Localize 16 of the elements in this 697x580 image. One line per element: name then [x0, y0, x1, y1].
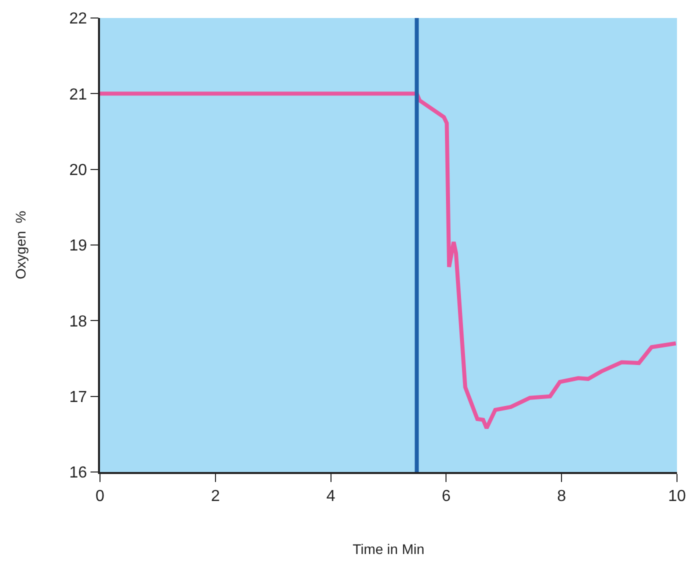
y-tick-label: 19: [69, 238, 88, 255]
x-tick-label: 8: [557, 488, 566, 505]
x-tick-label: 0: [96, 488, 105, 505]
y-axis-title: Oxygen %: [12, 210, 28, 280]
x-tick-label: 10: [668, 488, 686, 505]
line-series: [100, 92, 677, 430]
y-tick-label: 20: [69, 162, 88, 179]
y-tick-label: 18: [69, 313, 88, 330]
y-tick-label: 16: [69, 464, 88, 482]
y-tick-label: 17: [69, 388, 88, 406]
x-axis-title: Time in Min: [352, 540, 424, 557]
y-tick-label: 21: [69, 86, 88, 104]
x-tick-label: 6: [442, 488, 451, 505]
x-tick-label: 4: [326, 488, 336, 505]
y-tick-label: 22: [69, 10, 88, 28]
x-tick-label: 2: [210, 488, 220, 505]
